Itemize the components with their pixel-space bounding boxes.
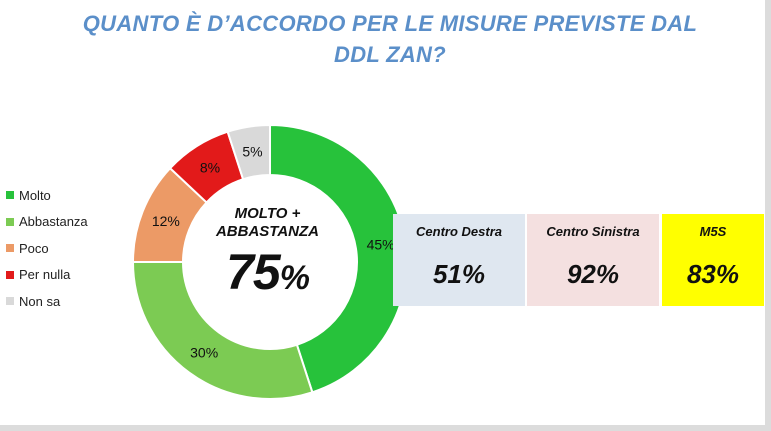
title-line-1: QUANTO È D’ACCORDO PER LE MISURE PREVIST… bbox=[82, 11, 698, 36]
legend-swatch-non-sa bbox=[6, 297, 14, 306]
box-label-centro-sinistra: Centro Sinistra bbox=[546, 224, 640, 239]
box-label-m5s: M5S bbox=[699, 224, 727, 239]
box-centro-sinistra: Centro Sinistra 92% bbox=[527, 214, 659, 306]
chart-title: QUANTO È D’ACCORDO PER LE MISURE PREVIST… bbox=[20, 8, 760, 70]
slice-label-non-sa: 5% bbox=[242, 143, 262, 159]
donut-slice-molto bbox=[269, 123, 408, 394]
slice-label-poco: 12% bbox=[152, 213, 180, 229]
center-value-unit: % bbox=[279, 259, 310, 297]
legend-swatch-per-nulla bbox=[6, 270, 14, 279]
legend-label-abbastanza: Abbastanza bbox=[19, 214, 88, 230]
center-title-line-1: MOLTO + bbox=[234, 205, 301, 222]
legend-label-molto: Molto bbox=[19, 187, 51, 203]
legend-swatch-molto bbox=[6, 191, 14, 200]
box-value-centro-destra: 51% bbox=[432, 259, 486, 289]
box-value-centro-sinistra: 92% bbox=[566, 259, 620, 289]
legend: Molto Abbastanza Poco Per nulla Non sa bbox=[6, 182, 88, 315]
legend-item-non-sa: Non sa bbox=[6, 288, 88, 315]
donut-center-label: MOLTO + ABBASTANZA 75% bbox=[195, 205, 340, 307]
title-line-2: DDL ZAN? bbox=[334, 42, 446, 67]
donut-slice-non-sa bbox=[226, 123, 271, 181]
legend-item-molto: Molto bbox=[6, 182, 88, 209]
legend-item-per-nulla: Per nulla bbox=[6, 262, 88, 289]
box-value-m5s: 83% bbox=[686, 259, 740, 289]
box-label-centro-destra: Centro Destra bbox=[416, 224, 502, 239]
legend-label-poco: Poco bbox=[19, 240, 49, 256]
box-centro-destra: Centro Destra 51% bbox=[393, 214, 525, 306]
legend-label-non-sa: Non sa bbox=[19, 293, 61, 309]
legend-label-per-nulla: Per nulla bbox=[19, 267, 71, 283]
slice-label-per-nulla: 8% bbox=[200, 159, 220, 175]
legend-item-poco: Poco bbox=[6, 235, 88, 262]
legend-item-abbastanza: Abbastanza bbox=[6, 209, 88, 236]
slice-label-molto: 45% bbox=[367, 236, 395, 252]
center-title-line-2: ABBASTANZA bbox=[215, 223, 320, 240]
legend-swatch-poco bbox=[6, 244, 14, 253]
legend-swatch-abbastanza bbox=[6, 217, 14, 226]
center-value: 75% bbox=[195, 243, 340, 307]
box-m5s: M5S 83% bbox=[662, 214, 764, 306]
center-value-number: 75 bbox=[226, 244, 281, 300]
donut-slice-abbastanza bbox=[131, 261, 314, 400]
slice-label-abbastanza: 30% bbox=[190, 345, 218, 361]
donut-chart: 45% 30% 12% 8% 5% bbox=[131, 123, 408, 400]
